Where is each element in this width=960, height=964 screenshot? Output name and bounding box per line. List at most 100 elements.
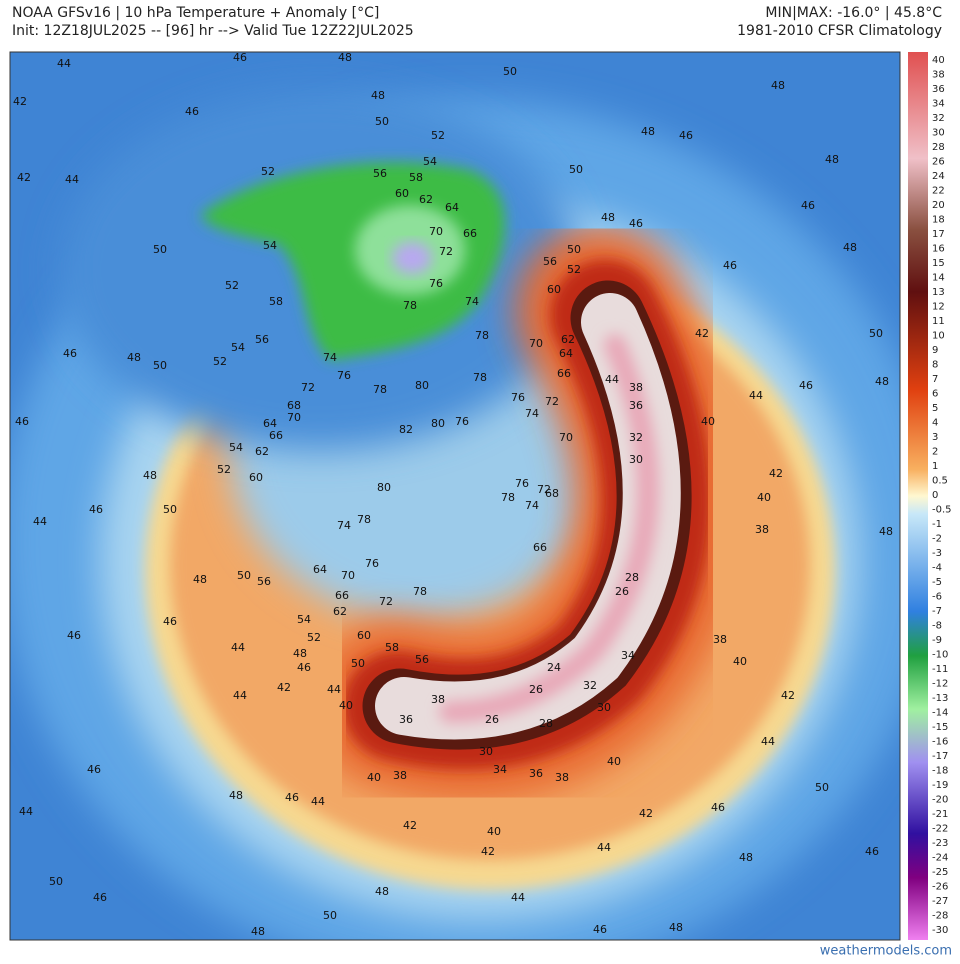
colorbar-label: -9 — [932, 635, 942, 646]
contour-label: 46 — [15, 415, 29, 428]
contour-label: 30 — [597, 701, 611, 714]
contour-label: 78 — [403, 299, 417, 312]
colorbar-label: -8 — [932, 621, 942, 632]
contour-label: 26 — [485, 713, 499, 726]
contour-label: 60 — [547, 283, 561, 296]
contour-label: 68 — [287, 399, 301, 412]
colorbar-label: -25 — [932, 867, 948, 878]
contour-label: 78 — [357, 513, 371, 526]
contour-label: 62 — [419, 193, 433, 206]
contour-label: 48 — [875, 375, 889, 388]
contour-label: 48 — [601, 211, 615, 224]
contour-label: 44 — [65, 173, 79, 186]
colorbar-label: -20 — [932, 795, 948, 806]
contour-label: 38 — [629, 381, 643, 394]
colorbar-label: -19 — [932, 780, 948, 791]
contour-label: 46 — [865, 845, 879, 858]
contour-label: 74 — [525, 499, 539, 512]
contour-label: 46 — [67, 629, 81, 642]
contour-label: 48 — [293, 647, 307, 660]
contour-label: 80 — [431, 417, 445, 430]
colorbar-label: -23 — [932, 838, 948, 849]
contour-label: 44 — [761, 735, 775, 748]
contour-label: 48 — [739, 851, 753, 864]
contour-label: 32 — [583, 679, 597, 692]
contour-label: 42 — [13, 95, 27, 108]
contour-label: 30 — [479, 745, 493, 758]
colorbar-label: 15 — [932, 258, 945, 269]
contour-label: 66 — [557, 367, 571, 380]
contour-label: 44 — [749, 389, 763, 402]
contour-label: 26 — [529, 683, 543, 696]
contour-label: 44 — [19, 805, 33, 818]
colorbar-label: 5 — [932, 403, 938, 414]
contour-label: 46 — [801, 199, 815, 212]
contour-label: 74 — [525, 407, 539, 420]
contour-label: 42 — [403, 819, 417, 832]
contour-label: 66 — [533, 541, 547, 554]
contour-label: 46 — [593, 923, 607, 936]
contour-label: 72 — [545, 395, 559, 408]
colorbar-label: 12 — [932, 302, 945, 313]
contour-label: 50 — [569, 163, 583, 176]
colorbar-label: 14 — [932, 273, 945, 284]
colorbar-label: -4 — [932, 563, 942, 574]
contour-label: 74 — [337, 519, 351, 532]
contour-label: 48 — [843, 241, 857, 254]
colorbar-label: -12 — [932, 679, 948, 690]
contour-label: 46 — [799, 379, 813, 392]
colorbar-label: 4 — [932, 418, 938, 429]
contour-label: 36 — [399, 713, 413, 726]
contour-label: 40 — [367, 771, 381, 784]
contour-label: 38 — [755, 523, 769, 536]
contour-label: 76 — [429, 277, 443, 290]
contour-label: 80 — [415, 379, 429, 392]
contour-label: 76 — [365, 557, 379, 570]
colorbar-label: 17 — [932, 229, 945, 240]
colorbar-label: 34 — [932, 99, 945, 110]
contour-label: 42 — [769, 467, 783, 480]
contour-label: 78 — [475, 329, 489, 342]
colorbar-label: -6 — [932, 592, 942, 603]
contour-label: 48 — [229, 789, 243, 802]
contour-label: 42 — [639, 807, 653, 820]
colorbar-label: 30 — [932, 128, 945, 139]
contour-label: 48 — [143, 469, 157, 482]
contour-label: 42 — [781, 689, 795, 702]
contour-label: 26 — [615, 585, 629, 598]
contour-label: 60 — [357, 629, 371, 642]
contour-label: 44 — [57, 57, 71, 70]
contour-label: 66 — [335, 589, 349, 602]
contour-label: 56 — [543, 255, 557, 268]
contour-label: 72 — [439, 245, 453, 258]
credit: weathermodels.com — [820, 944, 952, 959]
colorbar-label: -17 — [932, 751, 948, 762]
contour-label: 36 — [629, 399, 643, 412]
contour-label: 56 — [255, 333, 269, 346]
contour-label: 40 — [701, 415, 715, 428]
colorbar-label: 22 — [932, 186, 945, 197]
climatology: 1981-2010 CFSR Climatology — [737, 23, 942, 39]
contour-label: 58 — [269, 295, 283, 308]
colorbar-label: 13 — [932, 287, 945, 298]
contour-label: 80 — [377, 481, 391, 494]
contour-label: 64 — [445, 201, 459, 214]
contour-label: 50 — [869, 327, 883, 340]
contour-label: 62 — [333, 605, 347, 618]
contour-label: 52 — [567, 263, 581, 276]
contour-label: 54 — [263, 239, 277, 252]
contour-label: 44 — [311, 795, 325, 808]
colorbar-label: 40 — [932, 55, 945, 66]
contour-label: 42 — [277, 681, 291, 694]
colorbar-label: 32 — [932, 113, 945, 124]
colorbar-label: -2 — [932, 534, 942, 545]
contour-label: 44 — [597, 841, 611, 854]
colorbar-label: 18 — [932, 215, 945, 226]
colorbar-label: 28 — [932, 142, 945, 153]
colorbar-label: -5 — [932, 577, 942, 588]
contour-label: 40 — [339, 699, 353, 712]
contour-label: 50 — [49, 875, 63, 888]
contour-label: 40 — [487, 825, 501, 838]
contour-label: 54 — [297, 613, 311, 626]
